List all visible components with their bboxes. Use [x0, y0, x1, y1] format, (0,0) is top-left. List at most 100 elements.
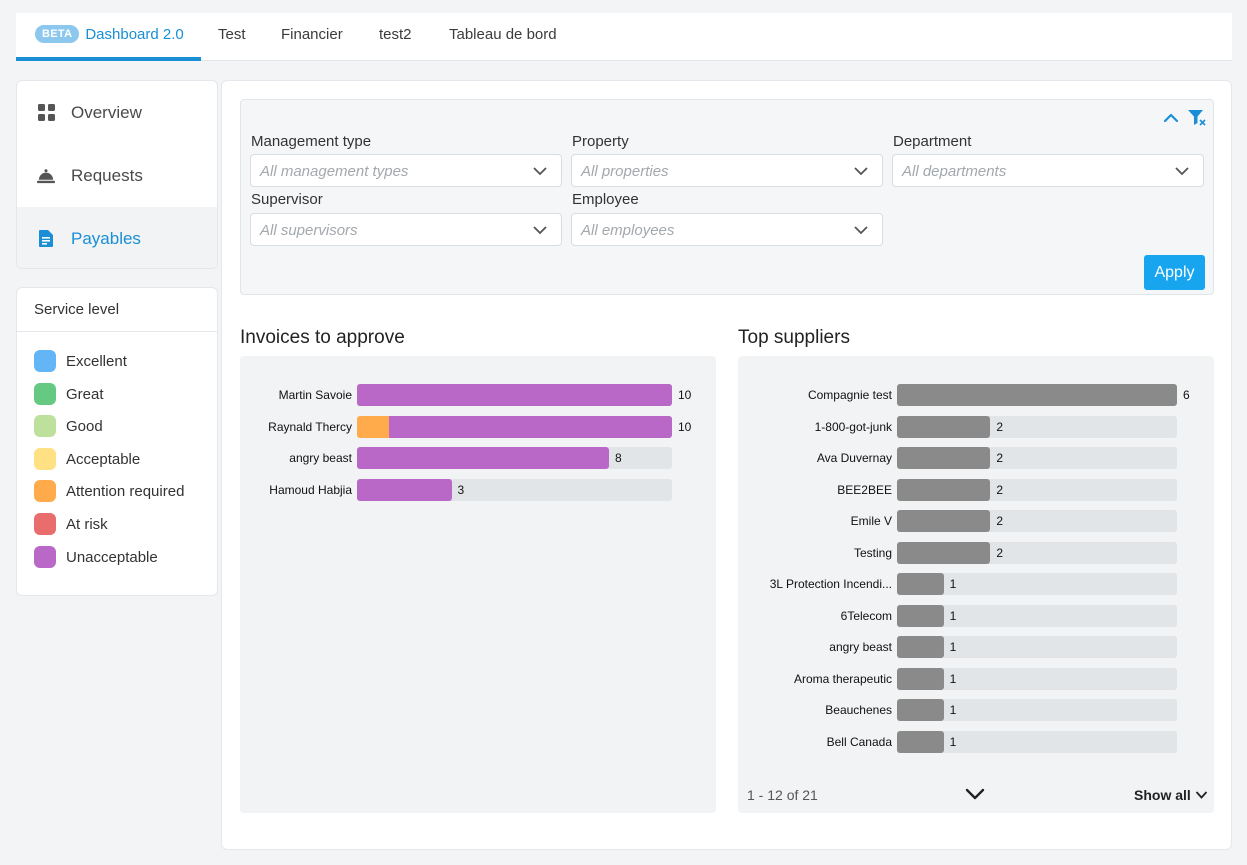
legend-label: Great [66, 385, 104, 403]
legend-item: Attention required [34, 480, 184, 502]
bar-label: Ava Duvernay [816, 451, 892, 465]
bar-label: angry beast [829, 640, 892, 654]
pagination-info: 1 - 12 of 21 [747, 787, 818, 803]
bar-value: 2 [996, 545, 1004, 560]
tab-test2[interactable]: test2 [379, 26, 412, 43]
legend-label: Excellent [66, 352, 127, 370]
management-type-label: Management type [251, 133, 372, 150]
grid-icon [37, 104, 55, 122]
sidebar-item-label: Payables [71, 228, 141, 248]
legend-item: Excellent [34, 350, 127, 372]
bar-track [897, 699, 1177, 721]
bar-segment [357, 384, 672, 406]
tab-bar: BETA Dashboard 2.0 Test Financier test2 T… [16, 13, 1232, 61]
chevron-down-icon[interactable] [965, 787, 985, 806]
bar-value: 10 [678, 419, 692, 434]
bar-track [897, 636, 1177, 658]
bar-value: 1 [949, 671, 957, 686]
bar-label: 6Telecom [840, 608, 892, 623]
show-all-button[interactable]: Show all [1134, 787, 1208, 803]
supervisor-select[interactable]: All supervisors [250, 213, 562, 246]
tab-tableau-de-bord[interactable]: Tableau de bord [449, 26, 557, 43]
bar-track [897, 604, 1177, 627]
bar-fill [897, 541, 991, 564]
legend-item: Acceptable [34, 448, 140, 470]
legend-item: Good [34, 415, 103, 437]
bar-fill [897, 510, 991, 532]
filter-panel: Management type All management types Pro… [240, 99, 1214, 295]
management-type-select[interactable]: All management types [250, 154, 562, 187]
suppliers-chart: 1 - 12 of 21 Show all Compagnie test 6 1-8… [738, 356, 1214, 813]
bar-value: 8 [615, 451, 622, 465]
employee-label: Employee [572, 191, 639, 208]
bar-value: 2 [996, 451, 1004, 465]
bar-value: 1 [949, 608, 957, 623]
show-all-label: Show all [1134, 787, 1191, 803]
legend-item: Unacceptable [34, 546, 158, 568]
bar-segment [357, 415, 389, 438]
chevron-down-icon [1195, 791, 1207, 799]
bar-fill [897, 604, 944, 627]
bar-segment [357, 447, 609, 469]
invoices-title: Invoices to approve [240, 327, 405, 348]
bar-label: Bell Canada [826, 734, 892, 749]
bar-fill [897, 730, 944, 753]
sidebar-item-payables[interactable]: Payables [17, 207, 217, 268]
sidebar-item-overview[interactable]: Overview [17, 81, 217, 144]
beta-badge: BETA [35, 25, 80, 43]
bar-fill [897, 636, 944, 658]
bar-label: Aroma therapeutic [793, 671, 892, 686]
select-placeholder: All employees [581, 222, 675, 239]
bar-value: 1 [949, 577, 957, 591]
chevron-down-icon [1175, 164, 1189, 183]
bar-value: 10 [678, 388, 692, 402]
sidebar-item-label: Overview [71, 102, 142, 122]
legend-swatch [34, 480, 56, 502]
legend-label: Acceptable [66, 450, 141, 468]
bar-value: 2 [996, 514, 1004, 528]
bar-label: Martin Savoie [278, 388, 352, 402]
bar-fill [897, 699, 944, 721]
tab-label: Dashboard 2.0 [85, 26, 184, 43]
collapse-icon[interactable] [1163, 110, 1179, 131]
main-panel: Management type All management types Pro… [221, 80, 1232, 850]
service-level-title: Service level [17, 288, 217, 332]
bar-value: 2 [996, 419, 1004, 434]
legend-swatch [34, 350, 56, 372]
legend-label: At risk [66, 515, 108, 533]
document-icon [37, 230, 55, 248]
bell-icon [37, 167, 55, 185]
tab-dashboard-2[interactable]: BETA Dashboard 2.0 [16, 13, 201, 61]
tab-test[interactable]: Test [218, 26, 246, 43]
bar-track [897, 730, 1177, 753]
sidebar-item-requests[interactable]: Requests [17, 144, 217, 207]
bar-fill [897, 447, 991, 469]
property-label: Property [572, 133, 629, 150]
select-placeholder: All departments [902, 163, 1007, 180]
bar-label: 3L Protection Incendi... [769, 577, 892, 591]
service-level-legend: Service level Excellent Great Good Accep… [16, 287, 218, 596]
legend-swatch [34, 546, 56, 568]
apply-button[interactable]: Apply [1144, 255, 1205, 290]
bar-label: Emile V [850, 514, 892, 528]
clear-filter-icon[interactable] [1188, 110, 1206, 131]
legend-swatch [34, 448, 56, 470]
employee-select[interactable]: All employees [571, 213, 883, 246]
legend-label: Good [66, 417, 103, 435]
legend-swatch [34, 415, 56, 437]
bar-label: 1-800-got-junk [814, 419, 892, 434]
department-label: Department [893, 133, 972, 150]
chevron-down-icon [854, 223, 868, 242]
bar-segment [388, 415, 672, 438]
chevron-down-icon [533, 223, 547, 242]
chevron-down-icon [854, 164, 868, 183]
property-select[interactable]: All properties [571, 154, 883, 187]
select-placeholder: All supervisors [260, 222, 358, 239]
bar-fill [897, 573, 944, 595]
legend-item: Great [34, 383, 104, 405]
bar-label: Raynald Thercy [268, 419, 352, 434]
suppliers-title: Top suppliers [738, 327, 850, 348]
tab-financier[interactable]: Financier [281, 26, 343, 43]
department-select[interactable]: All departments [892, 154, 1204, 187]
chevron-down-icon [533, 164, 547, 183]
